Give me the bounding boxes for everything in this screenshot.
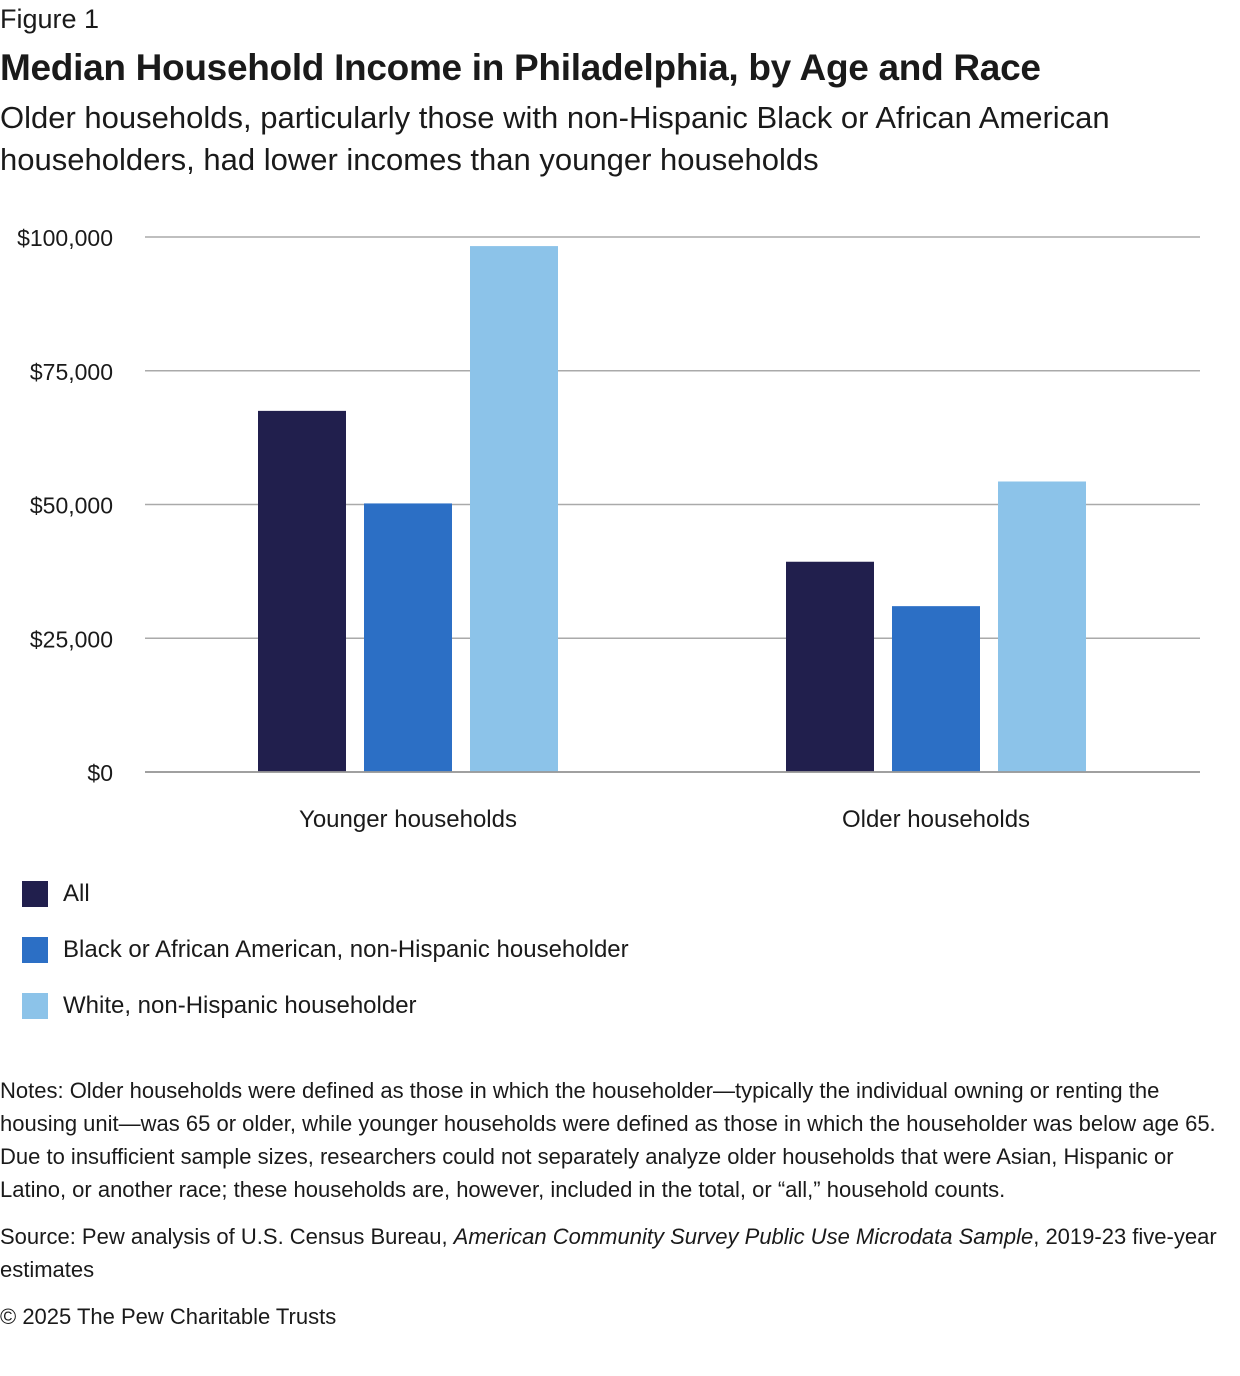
y-axis-ticks: $0 $25,000 $50,000 $75,000 $100,000	[17, 225, 113, 786]
bar-chart: $0 $25,000 $50,000 $75,000 $100,000 Younger …	[17, 225, 1200, 833]
x-axis-categories: Younger households Older households	[299, 806, 1030, 833]
source-text: Source: Pew analysis of U.S. Census Bure…	[0, 1220, 1240, 1286]
legend-label-all: All	[63, 880, 90, 907]
footer-notes: Notes: Older households were defined as …	[0, 1074, 1240, 1347]
figure-label: Figure 1	[0, 4, 100, 34]
x-category-label: Younger households	[299, 806, 517, 833]
y-tick-label: $100,000	[17, 225, 113, 251]
copyright-text: © 2025 The Pew Charitable Trusts	[0, 1304, 337, 1329]
bars	[258, 246, 1086, 773]
source-prefix: Source: Pew analysis of U.S. Census Bure…	[0, 1224, 454, 1249]
legend-swatch-all	[22, 881, 48, 907]
bar	[258, 410, 346, 772]
bar	[364, 503, 452, 772]
chart-title: Median Household Income in Philadelphia,…	[0, 47, 1041, 88]
legend-label-white: White, non-Hispanic householder	[63, 992, 417, 1019]
y-tick-label: $0	[87, 760, 113, 786]
source-title: American Community Survey Public Use Mic…	[453, 1224, 1034, 1249]
bar	[786, 561, 874, 772]
legend-item-white: White, non-Hispanic householder	[22, 978, 629, 1034]
legend-item-black: Black or African American, non-Hispanic …	[22, 922, 629, 978]
y-tick-label: $50,000	[30, 493, 113, 519]
bar	[998, 481, 1086, 772]
bar	[892, 606, 980, 772]
bar	[470, 246, 558, 773]
legend-swatch-white	[22, 993, 48, 1019]
y-tick-label: $75,000	[30, 359, 113, 385]
legend-label-black: Black or African American, non-Hispanic …	[63, 936, 629, 963]
chart-subtitle: Older households, particularly those wit…	[0, 100, 1110, 177]
legend-swatch-black	[22, 937, 48, 963]
y-tick-label: $25,000	[30, 626, 113, 652]
legend-item-all: All	[22, 866, 629, 922]
source-suffix: , 2019-23 five-year estimates	[0, 1224, 1217, 1282]
x-category-label: Older households	[842, 806, 1030, 833]
legend: All Black or African American, non-Hispa…	[22, 866, 629, 1034]
notes-text: Notes: Older households were defined as …	[0, 1078, 1216, 1202]
